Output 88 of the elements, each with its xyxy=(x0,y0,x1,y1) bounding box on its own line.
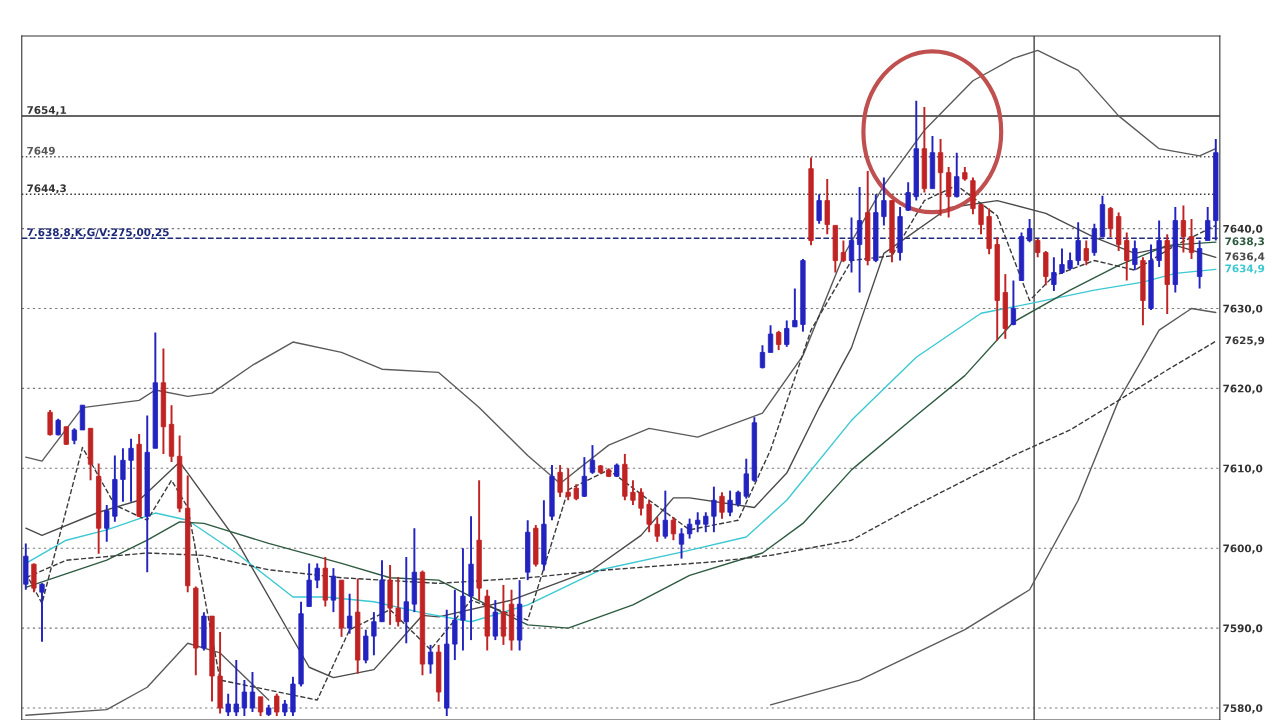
candlestick xyxy=(314,562,320,590)
y-tick-label: 7580,0 xyxy=(1223,704,1263,714)
candlestick xyxy=(978,202,984,236)
candlestick xyxy=(120,447,126,503)
candlestick xyxy=(403,556,409,645)
candlestick xyxy=(743,457,749,500)
candlestick xyxy=(686,517,693,540)
candlestick xyxy=(1010,279,1017,327)
candlestick xyxy=(792,287,798,328)
candlestick xyxy=(1075,221,1081,267)
candlestick xyxy=(427,643,434,675)
candlestick xyxy=(274,692,280,717)
candlestick xyxy=(241,679,248,717)
candlestick xyxy=(1205,206,1211,242)
candlestick xyxy=(233,659,239,717)
candlestick xyxy=(330,567,337,614)
ref-line-label: 7644,3 xyxy=(27,184,66,194)
candlestick xyxy=(695,511,701,534)
candlestick xyxy=(363,628,369,665)
candlestick xyxy=(784,319,790,348)
candlestick xyxy=(249,671,256,713)
series-label: 7625,9 xyxy=(1225,336,1265,346)
candlestick xyxy=(395,576,401,628)
series-label: 7638,3 xyxy=(1225,237,1264,247)
candlestick xyxy=(954,151,960,199)
candlestick xyxy=(1180,204,1187,254)
candlestick xyxy=(1188,218,1195,260)
ref-line-label: 7654,1 xyxy=(27,106,67,116)
candlestick xyxy=(670,516,677,542)
y-tick-label: 7640,0 xyxy=(1223,224,1263,235)
candlestick xyxy=(1026,218,1033,244)
candlestick xyxy=(662,489,668,540)
ref-line-label: 7.638,8,K,G/V:275,00,25 xyxy=(27,228,169,238)
candlestick xyxy=(257,695,264,717)
candlestick xyxy=(1051,256,1057,292)
y-tick-label: 7600,0 xyxy=(1223,544,1263,554)
candlestick xyxy=(1059,247,1065,276)
candlestick xyxy=(881,176,887,227)
candlestick xyxy=(727,489,733,518)
candlestick xyxy=(1107,206,1114,239)
y-tick-label: 7620,0 xyxy=(1223,384,1263,394)
candlestick xyxy=(39,582,45,643)
candlestick xyxy=(460,547,466,652)
candlestick xyxy=(452,588,458,662)
candlestick xyxy=(557,464,563,499)
candlestick xyxy=(703,511,709,534)
candlestick xyxy=(225,692,231,717)
candlestick xyxy=(1091,222,1098,257)
candlestick xyxy=(630,479,636,507)
candlestick xyxy=(638,487,644,517)
candlestick xyxy=(47,408,53,437)
candlestick xyxy=(776,329,782,351)
candlestick xyxy=(565,467,571,502)
candlestick xyxy=(816,193,822,225)
candlestick xyxy=(946,166,952,219)
series-label: 7634,9 xyxy=(1225,264,1265,274)
candlestick xyxy=(346,592,353,635)
candlestick xyxy=(1132,239,1138,272)
candlestick xyxy=(654,516,660,543)
candlestick xyxy=(1083,239,1089,267)
candlestick xyxy=(1035,237,1041,259)
y-tick-label: 7630,0 xyxy=(1223,304,1263,314)
candlestick xyxy=(905,181,911,212)
candlestick xyxy=(856,186,863,294)
candlestick xyxy=(589,444,596,475)
candlestick xyxy=(500,583,507,646)
candlestick xyxy=(678,527,685,560)
candlestick xyxy=(711,485,717,534)
ref-line-label: 7649 xyxy=(27,146,55,155)
candlestick xyxy=(848,216,855,274)
candlestick xyxy=(492,599,498,642)
candlestick xyxy=(840,239,847,264)
candlestick xyxy=(1156,219,1162,268)
candlestick xyxy=(128,437,134,503)
candlestick xyxy=(1043,249,1049,287)
candlestick xyxy=(104,504,110,543)
y-tick-label: 7610,0 xyxy=(1223,464,1263,474)
candlestick xyxy=(646,499,652,534)
candlestick xyxy=(937,138,944,217)
y-tick-label: 7590,0 xyxy=(1223,624,1263,634)
candlestick xyxy=(31,562,37,594)
candlestick xyxy=(1124,231,1130,282)
series-label: 7636,4 xyxy=(1225,252,1265,262)
candlestick xyxy=(767,324,774,354)
candlestick xyxy=(824,178,830,236)
candlestick xyxy=(719,491,725,520)
candlestick xyxy=(371,611,377,657)
candlestick xyxy=(581,456,588,499)
